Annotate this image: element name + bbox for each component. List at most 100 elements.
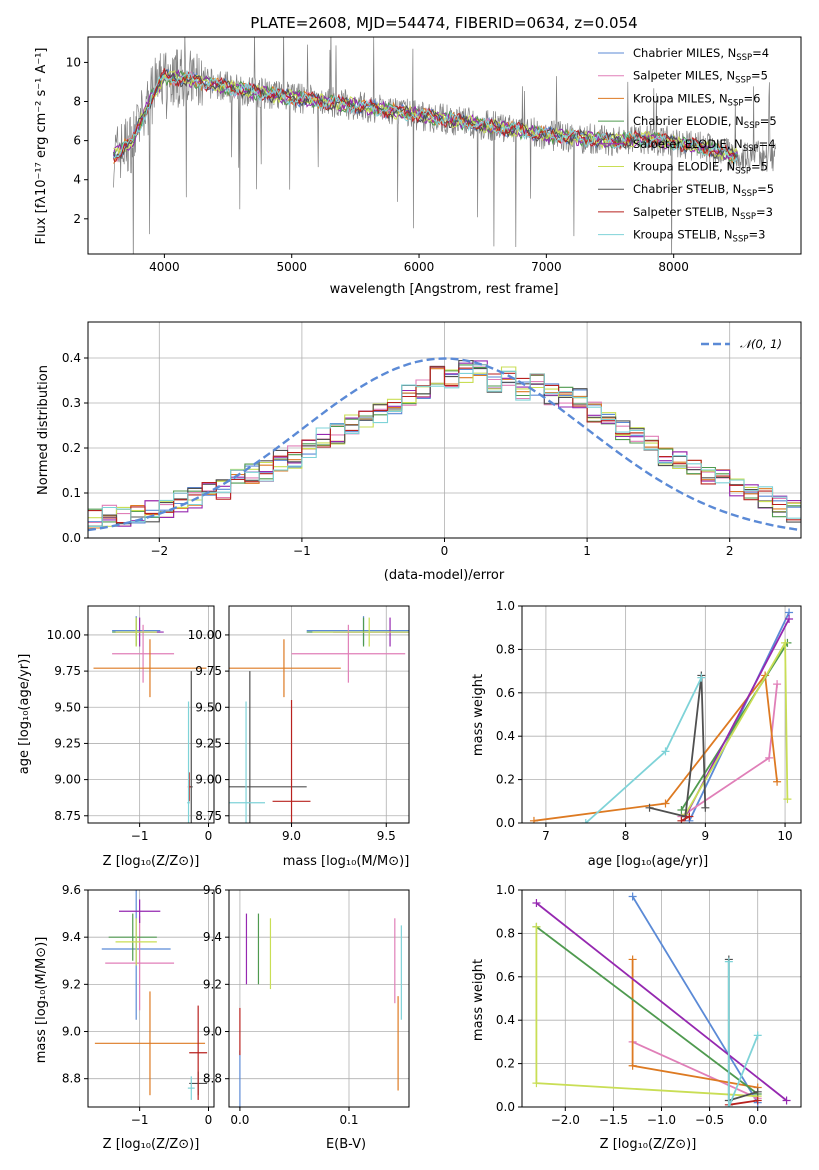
panel-mass-vs-Z: −1 0 8.8 9.0 9.2 9.4 9.6 Z [log₁₀(Z/Z⊙)] mass … — [34, 883, 215, 1152]
x-tick-label: 8 — [622, 829, 630, 843]
weight-line-blue — [631, 896, 759, 1104]
axes-frame — [87, 36, 802, 255]
legend-subscript: SSP — [740, 212, 756, 222]
x-tick-label: 4000 — [149, 260, 180, 274]
legend-subscript: SSP — [741, 189, 757, 199]
weight-marker-orange — [661, 799, 670, 808]
legend-value: =4 — [759, 137, 776, 151]
weight-marker-orange — [628, 955, 637, 964]
clipped-marks — [94, 890, 208, 1100]
y-tick-label: 0.6 — [496, 970, 515, 984]
x-tick-label: −1.5 — [599, 1113, 628, 1127]
legend-subscript: SSP — [728, 98, 744, 108]
y-tick-label: 10.00 — [188, 628, 222, 642]
y-tick-label: 9.50 — [54, 700, 81, 714]
axes-frame — [521, 889, 802, 1108]
panel-spectrum: PLATE=2608, MJD=54474, FIBERID=0634, z=0… — [34, 14, 802, 297]
y-tick-label: 0.3 — [62, 396, 81, 410]
panel-weight-vs-Z: −2.0 −1.5 −1.0 −0.5 0.0 0.0 0.2 0.4 0.6 0.8 1.0 Z … — [471, 883, 802, 1152]
plot-area — [88, 606, 214, 823]
plot-area — [88, 890, 214, 1107]
x-tick-label: −1.0 — [647, 1113, 676, 1127]
legend-value: =5 — [757, 182, 774, 196]
legend-label: Kroupa STELIB, NSSP=3 — [633, 228, 765, 245]
y-tick-label: 10.00 — [47, 628, 81, 642]
y-tick-label: 0.2 — [496, 773, 515, 787]
x-tick-label: 0.0 — [230, 1113, 249, 1127]
y-tick-label: 0.0 — [62, 531, 81, 545]
y-tick-label: 0.2 — [62, 441, 81, 455]
weight-marker-lime — [532, 922, 541, 931]
x-tick-label: −1 — [131, 1113, 149, 1127]
plot-area — [229, 606, 409, 823]
weight-marker-dark — [753, 1087, 762, 1096]
weight-marker-cyan — [753, 1031, 762, 1040]
x-tick-label: −1 — [293, 544, 311, 558]
panel-residuals: −2 −1 0 1 2 0.0 0.1 0.2 0.3 0.4 𝒩(0, 1) (data-mode… — [36, 321, 802, 583]
y-tick-label: 0.2 — [496, 1057, 515, 1071]
weight-marker-orange — [773, 777, 782, 786]
axes-frame — [87, 889, 215, 1108]
weight-marker-orange — [628, 1061, 637, 1070]
axes-frame — [87, 605, 215, 824]
legend-subscript: SSP — [736, 53, 752, 63]
axes-frame — [228, 605, 410, 824]
weight-line-orange — [533, 673, 778, 822]
legend-subscript: SSP — [735, 76, 751, 86]
legend-value: =5 — [751, 69, 768, 83]
legend-label: Chabrier STELIB, NSSP=5 — [633, 182, 774, 199]
residual-ylabel: Normed distribution — [36, 365, 51, 495]
y-tick-label: 9.4 — [203, 930, 222, 944]
y-tick-label: 9.4 — [62, 930, 81, 944]
x-tick-label: 9.0 — [282, 829, 301, 843]
legend-label: Chabrier MILES, NSSP=4 — [633, 46, 769, 63]
x-tick-label: 7000 — [531, 260, 562, 274]
panel-age-vs-Z: −1 0 8.75 9.00 9.25 9.50 9.75 10.00 Z [log₁₀(Z/… — [17, 605, 215, 869]
panel-mass-vs-ebv: 0.0 0.1 8.8 9.0 9.2 9.4 9.6 E(B-V) — [203, 883, 410, 1152]
ageZ-ylabel: age [log₁₀(age/yr)] — [17, 654, 32, 775]
legend-label: Kroupa ELODIE, NSSP=5 — [633, 160, 768, 177]
y-tick-label: 8 — [73, 95, 81, 109]
axes-frame — [87, 321, 802, 539]
panel-weight-vs-age: 7 8 9 10 0.0 0.2 0.4 0.6 0.8 1.0 age [log₁₀(age/y… — [471, 599, 802, 869]
spectrum-legend: Chabrier MILES, NSSP=4 Salpeter MILES, NS… — [598, 46, 777, 245]
y-tick-label: 9.25 — [195, 736, 222, 750]
y-tick-label: 4 — [73, 173, 81, 187]
x-tick-label: 6000 — [404, 260, 435, 274]
clipped-marks — [113, 37, 776, 254]
weight-marker-red — [685, 812, 694, 821]
y-tick-label: 9.6 — [62, 883, 81, 897]
y-tick-label: 9.2 — [203, 977, 222, 991]
weightZ-xlabel: Z [log₁₀(Z/Z⊙)] — [600, 1137, 697, 1152]
y-tick-label: 9.6 — [203, 883, 222, 897]
plot-area — [522, 606, 801, 823]
y-tick-label: 9.50 — [195, 700, 222, 714]
weight-marker-purple — [532, 899, 541, 908]
y-tick-label: 0.4 — [62, 351, 81, 365]
weight-marker-purple — [785, 615, 794, 624]
y-tick-label: 2 — [73, 212, 81, 226]
ageZ-xlabel: Z [log₁₀(Z/Z⊙)] — [103, 854, 200, 869]
weight-marker-pink — [765, 753, 774, 762]
y-tick-label: 0.6 — [496, 686, 515, 700]
clipped-marks — [239, 913, 402, 1107]
legend-subscript: SSP — [743, 144, 759, 154]
x-tick-label: 0 — [441, 544, 449, 558]
clipped-marks — [229, 616, 409, 823]
x-tick-label: −2.0 — [551, 1113, 580, 1127]
y-tick-label: 6 — [73, 134, 81, 148]
residual-hist-red — [88, 364, 801, 524]
weight-line-blue — [688, 612, 790, 822]
x-tick-label: 8000 — [658, 260, 689, 274]
y-tick-label: 8.8 — [203, 1072, 222, 1086]
x-tick-label: 0.0 — [748, 1113, 767, 1127]
weightAge-ylabel: mass weight — [471, 674, 486, 756]
weight-marker-dark — [701, 803, 710, 812]
residual-xlabel: (data-model)/error — [384, 568, 505, 583]
clipped-marks — [93, 616, 207, 823]
legend-value: =5 — [760, 114, 777, 128]
y-tick-label: 1.0 — [496, 599, 515, 613]
legend-value: =3 — [756, 205, 773, 219]
weight-line-cyan — [727, 961, 759, 1107]
